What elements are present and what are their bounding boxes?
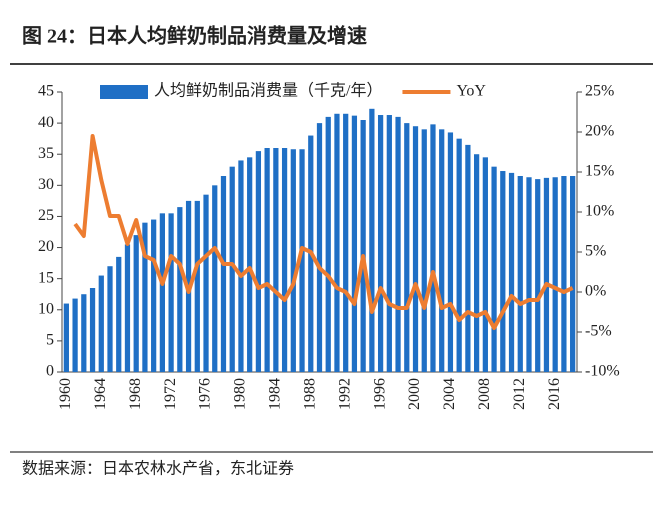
bar <box>508 172 515 372</box>
y2-tick-label: 25% <box>585 83 614 100</box>
chart-title: 图 24：日本人均鲜奶制品消费量及增速 <box>22 24 367 48</box>
bar <box>151 219 157 372</box>
bar <box>360 120 366 372</box>
bar <box>404 123 410 372</box>
bar <box>465 144 471 372</box>
bar <box>247 157 253 372</box>
bar <box>421 129 427 372</box>
x-tick-label: 1984 <box>267 378 284 410</box>
source: 数据来源：日本农林水产省，东北证券 <box>22 460 294 478</box>
bar <box>212 185 218 372</box>
bar <box>334 113 340 373</box>
bar <box>377 115 384 373</box>
bar <box>526 177 532 372</box>
bar <box>439 129 445 372</box>
legend-swatch <box>100 85 148 99</box>
bar <box>456 138 462 372</box>
bar <box>412 126 419 372</box>
y2-tick-label: -10% <box>585 363 620 380</box>
bar <box>474 154 480 372</box>
x-tick-label: 1980 <box>232 378 249 410</box>
bar <box>220 176 227 372</box>
x-tick-label: 1992 <box>336 378 353 410</box>
y-tick-label: 40 <box>38 114 54 131</box>
bar <box>343 113 349 373</box>
x-tick-label: 1960 <box>57 378 74 410</box>
y-tick-label: 35 <box>38 145 54 162</box>
legend-label: 人均鲜奶制品消费量（千克/年） <box>154 82 382 100</box>
bar <box>535 179 541 372</box>
y-tick-label: 25 <box>38 207 54 224</box>
bar <box>159 213 165 372</box>
bar <box>570 176 576 372</box>
y-tick-label: 10 <box>38 300 54 317</box>
bar <box>299 149 305 372</box>
x-tick-label: 2008 <box>476 378 493 410</box>
bar <box>81 294 87 372</box>
bar <box>63 303 69 372</box>
bar <box>430 124 436 372</box>
bar <box>325 116 331 372</box>
bar <box>116 256 122 372</box>
bar <box>72 298 78 372</box>
x-tick-label: 1988 <box>301 378 318 410</box>
bar <box>561 176 567 372</box>
y-tick-label: 0 <box>46 363 54 380</box>
bar <box>447 132 454 372</box>
x-tick-label: 2016 <box>546 378 563 410</box>
bar <box>124 244 131 372</box>
y2-tick-label: 0% <box>585 283 606 300</box>
bar <box>264 148 270 372</box>
y-tick-label: 30 <box>38 176 54 193</box>
x-tick-label: 1976 <box>197 378 214 410</box>
x-tick-label: 2000 <box>406 378 423 410</box>
y-tick-label: 5 <box>46 332 54 349</box>
bar <box>386 115 392 373</box>
y-tick-label: 15 <box>38 269 54 286</box>
bar <box>281 148 288 372</box>
x-tick-label: 1996 <box>371 378 388 410</box>
bar <box>482 157 488 372</box>
bar <box>255 151 262 372</box>
bar <box>203 194 209 372</box>
legend-label: YoY <box>456 83 486 100</box>
x-tick-label: 1972 <box>162 378 179 410</box>
y2-tick-label: 10% <box>585 203 614 220</box>
x-tick-label: 1964 <box>92 378 109 410</box>
bar <box>552 177 558 372</box>
line <box>73 134 574 330</box>
bar <box>98 275 104 372</box>
bar <box>517 176 523 372</box>
y2-tick-label: 5% <box>585 243 606 260</box>
bar <box>491 166 497 372</box>
bar <box>194 200 200 372</box>
bar <box>351 115 358 373</box>
y2-tick-label: 20% <box>585 123 614 140</box>
bar <box>107 266 113 372</box>
bar <box>395 116 401 372</box>
bar <box>89 288 96 372</box>
x-tick-label: 1968 <box>127 378 144 410</box>
bar <box>290 149 296 372</box>
x-tick-label: 2012 <box>511 378 528 410</box>
bar <box>133 235 139 372</box>
bar <box>273 148 279 372</box>
bar <box>229 166 235 372</box>
bar <box>238 160 244 372</box>
y2-tick-label: 15% <box>585 163 614 180</box>
y-tick-label: 45 <box>38 83 54 100</box>
y-tick-label: 20 <box>38 238 54 255</box>
bar <box>543 177 550 372</box>
bar <box>369 108 375 373</box>
x-tick-label: 2004 <box>441 378 458 410</box>
bar <box>177 207 183 372</box>
bar <box>500 171 506 372</box>
bar <box>168 213 174 372</box>
y2-tick-label: -5% <box>585 323 612 340</box>
bar <box>316 123 323 372</box>
bar <box>142 222 148 372</box>
